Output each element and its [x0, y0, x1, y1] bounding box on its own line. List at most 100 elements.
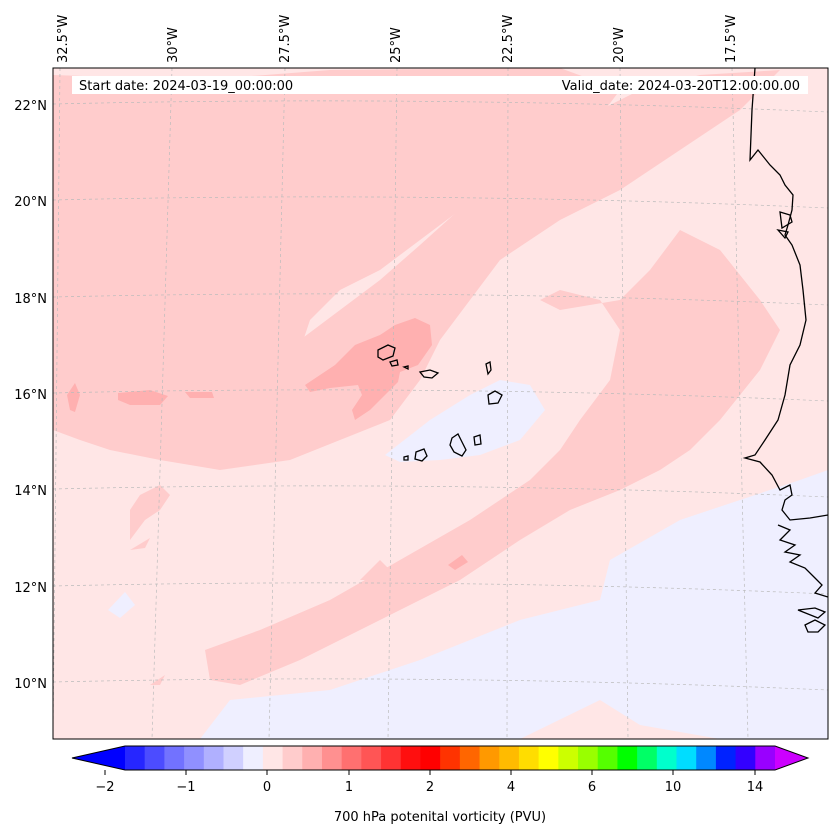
lat-label: 20°N: [14, 195, 47, 210]
pv-maximum: [185, 392, 214, 398]
colorbar-tick-label: −2: [95, 780, 114, 795]
lon-label: 25°W: [389, 27, 404, 63]
colorbar-cell: [262, 746, 284, 770]
latitude-labels: 22°N 20°N 18°N 16°N 14°N 12°N 10°N: [14, 99, 47, 692]
lat-label: 16°N: [14, 388, 47, 403]
colorbar-cell: [518, 746, 540, 770]
colorbar-label: 700 hPa potenital vorticity (PVU): [334, 810, 546, 825]
pv-maximum: [448, 555, 468, 570]
west-africa-coastline: [777, 524, 828, 598]
lat-label: 14°N: [14, 484, 47, 499]
pv-maximum: [67, 383, 80, 412]
map-frame: [52, 67, 829, 740]
colorbar-tick-label: 0: [263, 780, 271, 795]
pv-band: [130, 485, 170, 540]
pv-band: [360, 560, 390, 580]
colorbar-cell: [223, 746, 244, 770]
colorbar-cell: [164, 746, 185, 770]
colorbar-tick-label: 1: [345, 780, 353, 795]
map-panel: [52, 67, 829, 740]
pv-field: [53, 68, 828, 739]
colorbar-cell: [125, 746, 146, 770]
colorbar-cell: [578, 746, 599, 770]
west-africa-coastline: [742, 68, 828, 521]
island-sao-vicente: [389, 359, 399, 367]
colorbar-cell: [755, 746, 776, 770]
colorbar-cells: [71, 745, 810, 771]
colorbar-cell: [558, 746, 579, 770]
lon-label: 32.5°W: [56, 15, 71, 63]
pv-band: [53, 70, 780, 470]
colorbar-tick-label: −1: [176, 780, 195, 795]
colorbar-cell: [341, 746, 362, 770]
colorbar-cell: [538, 746, 559, 770]
pv-band: [53, 68, 620, 420]
colorbar-cell: [637, 746, 658, 770]
lon-label: 17.5°W: [724, 15, 739, 63]
colorbar-tick-label: 4: [507, 780, 515, 795]
island-sao-nicolau: [418, 369, 440, 379]
west-africa-coastline: [804, 619, 827, 633]
colorbar-tick-label: 2: [426, 780, 434, 795]
colorbar-cell: [203, 746, 224, 770]
colorbar-ticks: [104, 770, 756, 775]
west-africa-coastline: [776, 228, 789, 240]
island-sal: [485, 361, 492, 376]
lon-label: 27.5°W: [278, 15, 293, 63]
colorbar-cell: [381, 746, 402, 770]
colorbar-cell: [597, 746, 618, 770]
valid-date: Valid_date: 2024-03-20T12:00:00.00: [562, 79, 800, 94]
colorbar-tick-label: 10: [665, 780, 682, 795]
colorbar-tick-label: 14: [747, 780, 764, 795]
colorbar-cell: [144, 746, 165, 770]
island-brava: [403, 455, 409, 461]
colorbar-cell: [735, 746, 756, 770]
colorbar-cell: [184, 746, 205, 770]
negative-pv-region: [108, 592, 135, 618]
negative-pv-region: [200, 600, 600, 739]
lat-label: 12°N: [14, 581, 47, 596]
coastlines: [377, 68, 828, 633]
pv-maximum: [305, 318, 432, 420]
island-maio: [473, 434, 482, 446]
colorbar-extend-max: [775, 746, 808, 770]
colorbar: −2 −1 0 1 2 4 6 10 14 700 hPa potenital …: [71, 745, 810, 825]
colorbar-cell: [321, 746, 343, 770]
colorbar-outline: [71, 745, 810, 771]
negative-pv-region: [385, 380, 545, 462]
pv-maximum: [118, 390, 168, 405]
lon-label: 30°W: [166, 27, 181, 63]
island-fogo: [414, 448, 428, 462]
colorbar-cell: [361, 746, 382, 770]
colorbar-cell: [617, 746, 638, 770]
lat-label: 22°N: [14, 99, 47, 114]
colorbar-cell: [243, 746, 264, 770]
colorbar-cell: [420, 746, 441, 770]
colorbar-cell: [282, 746, 303, 770]
colorbar-cell: [400, 746, 421, 770]
lon-label: 22.5°W: [501, 15, 516, 63]
negative-pv-region: [590, 470, 828, 739]
lon-label: 20°W: [612, 27, 627, 63]
colorbar-cell: [302, 746, 323, 770]
colorbar-cell: [479, 746, 500, 770]
longitude-labels: 32.5°W 30°W 27.5°W 25°W 22.5°W 20°W 17.5…: [56, 15, 739, 63]
pv-band: [205, 230, 780, 685]
colorbar-cell: [696, 746, 717, 770]
start-date: Start date: 2024-03-19_00:00:00: [79, 79, 293, 94]
header-box: Start date: 2024-03-19_00:00:00 Valid_da…: [72, 76, 808, 94]
colorbar-cell: [440, 746, 461, 770]
lat-label: 18°N: [14, 292, 47, 307]
colorbar-cell: [715, 746, 737, 770]
colorbar-tick-label: 6: [588, 780, 596, 795]
colorbar-cell: [499, 746, 520, 770]
island-santa-luzia: [402, 365, 409, 371]
colorbar-cell: [676, 746, 697, 770]
pv-band: [130, 538, 150, 550]
west-africa-coastline: [779, 211, 793, 230]
island-santo-antao: [377, 344, 396, 361]
island-boa-vista: [487, 390, 503, 405]
colorbar-cell: [656, 746, 678, 770]
island-santiago: [449, 433, 467, 457]
